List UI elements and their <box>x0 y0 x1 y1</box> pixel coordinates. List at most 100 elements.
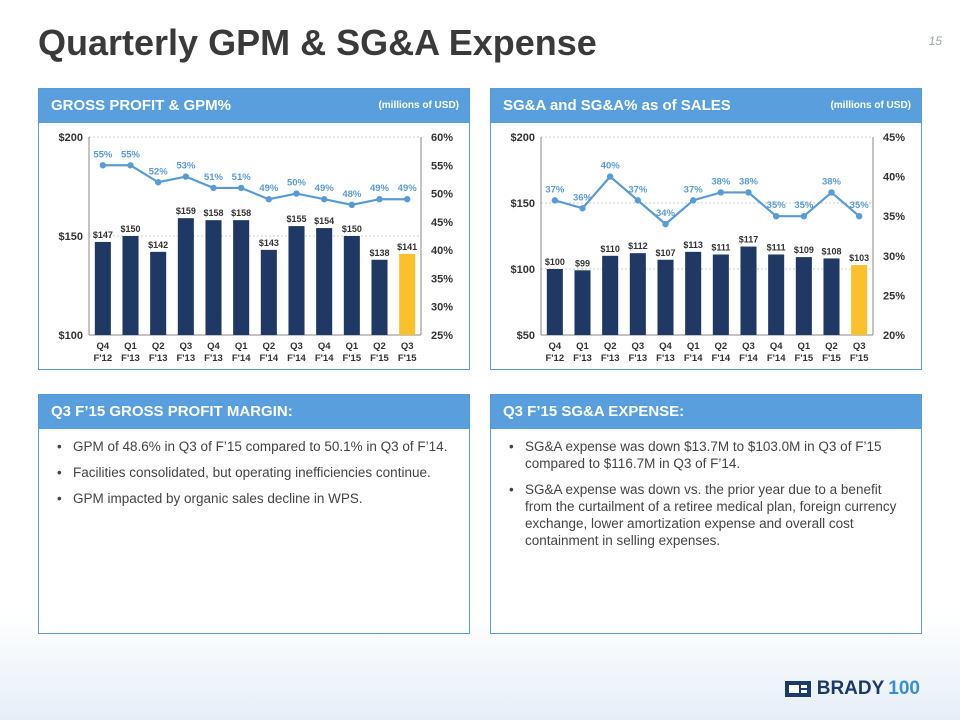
bar-value-label: $110 <box>600 244 620 254</box>
percent-value-label: 51% <box>232 172 252 183</box>
bar-value-label: $108 <box>821 246 841 256</box>
bar-value-label: $100 <box>545 257 565 267</box>
bullet-item: GPM of 48.6% in Q3 of F’15 compared to 5… <box>57 438 455 455</box>
percent-point <box>579 205 586 212</box>
category-label: Q3 <box>742 341 755 352</box>
category-sublabel: F'14 <box>287 353 306 364</box>
category-label: Q4 <box>318 341 331 352</box>
percent-point <box>606 173 614 180</box>
sga-chart-panel: SG&A and SG&A% as of SALES (millions of … <box>490 88 922 370</box>
left-axis-tick-label: $50 <box>517 330 535 342</box>
gross-profit-margin-header: Q3 F’15 GROSS PROFIT MARGIN: <box>39 395 469 429</box>
category-label: Q4 <box>207 341 220 352</box>
category-sublabel: F'12 <box>94 353 113 364</box>
category-sublabel: F'15 <box>398 353 417 364</box>
bar <box>343 236 360 335</box>
slide-title: Quarterly GPM & SG&A Expense <box>38 22 597 63</box>
category-sublabel: F'15 <box>850 353 869 364</box>
bar <box>768 254 785 335</box>
category-sublabel: F'15 <box>343 353 362 364</box>
gross-profit-margin-title: Q3 F’15 GROSS PROFIT MARGIN: <box>51 403 293 420</box>
percent-value-label: 55% <box>93 149 113 160</box>
category-label: Q1 <box>235 341 248 352</box>
category-sublabel: F'13 <box>601 353 620 364</box>
gross-profit-margin-bullets: GPM of 48.6% in Q3 of F’15 compared to 5… <box>39 438 469 507</box>
bar-value-label: $150 <box>342 224 362 234</box>
right-axis-tick-label: 45% <box>883 132 905 144</box>
category-label: Q4 <box>548 341 561 352</box>
bar <box>574 270 591 335</box>
bar-value-label: $111 <box>767 242 786 252</box>
category-sublabel: F'14 <box>712 353 731 364</box>
bar <box>316 228 333 335</box>
category-sublabel: F'15 <box>370 353 389 364</box>
bar-value-label: $147 <box>93 230 113 240</box>
percent-point <box>662 220 669 228</box>
percent-point <box>293 190 300 197</box>
percent-point <box>634 197 642 204</box>
bullet-item: GPM impacted by organic sales decline in… <box>57 490 455 507</box>
bar-value-label: $141 <box>397 242 417 252</box>
percent-point <box>127 162 134 169</box>
category-label: Q3 <box>401 341 414 352</box>
brady-logo-icon <box>784 681 811 697</box>
left-axis-tick-label: $150 <box>59 231 83 243</box>
bar <box>657 259 674 335</box>
bullet-item: SG&A expense was down $13.7M to $103.0M … <box>509 438 907 472</box>
gross-profit-chart-panel: GROSS PROFIT & GPM% (millions of USD) $1… <box>38 88 470 370</box>
percent-value-label: 38% <box>822 176 842 187</box>
right-axis-tick-label: 35% <box>883 211 905 223</box>
category-sublabel: F'15 <box>822 353 841 364</box>
bar-value-label: $143 <box>259 238 279 248</box>
percent-value-label: 36% <box>573 192 593 203</box>
category-label: Q2 <box>373 341 386 352</box>
percent-point <box>772 213 780 220</box>
bar <box>851 265 868 335</box>
category-label: Q1 <box>576 341 589 352</box>
bar-value-label: $111 <box>711 242 730 252</box>
bar-value-label: $158 <box>203 208 223 218</box>
percent-value-label: 35% <box>767 200 787 211</box>
sga-expense-title: Q3 F’15 SG&A EXPENSE: <box>503 403 685 420</box>
right-axis-tick-label: 40% <box>431 245 453 257</box>
bar <box>602 255 619 335</box>
category-label: Q1 <box>345 341 358 352</box>
bar-value-label: $109 <box>794 245 814 255</box>
bar-value-label: $112 <box>628 241 648 251</box>
percent-value-label: 38% <box>711 176 731 187</box>
category-sublabel: F'14 <box>767 353 786 364</box>
category-label: Q1 <box>687 341 700 352</box>
sga-expense-bullets: SG&A expense was down $13.7M to $103.0M … <box>491 438 921 549</box>
percent-value-label: 49% <box>370 183 390 194</box>
bar <box>150 251 167 335</box>
left-axis-tick-label: $150 <box>511 198 535 210</box>
bar-value-label: $159 <box>176 206 196 216</box>
percent-point <box>154 179 162 186</box>
percent-point <box>828 189 835 196</box>
right-axis-tick-label: 45% <box>431 217 453 229</box>
category-label: Q4 <box>659 341 672 352</box>
sga-chart-header: SG&A and SG&A% as of SALES (millions of … <box>491 89 921 123</box>
bar-value-label: $154 <box>314 216 334 226</box>
percent-value-label: 49% <box>315 183 335 194</box>
category-sublabel: F'13 <box>149 353 168 364</box>
category-sublabel: F'14 <box>315 353 334 364</box>
category-sublabel: F'12 <box>546 353 565 364</box>
sga-chart: $50 $100 $150 $200 20% 25% 30% 35% 40% 45% $100 $99… <box>511 132 906 364</box>
percent-value-label: 51% <box>204 172 224 183</box>
percent-value-label: 53% <box>176 161 196 172</box>
percent-point <box>689 197 697 204</box>
right-axis-tick-label: 30% <box>431 302 453 314</box>
bar-value-label: $99 <box>575 258 590 268</box>
right-axis-tick-label: 35% <box>431 273 453 285</box>
percent-value-label: 49% <box>398 183 418 194</box>
bar-value-label: $155 <box>286 214 306 224</box>
bar-value-label: $142 <box>148 240 168 250</box>
bar <box>546 269 563 335</box>
category-label: Q1 <box>797 341 810 352</box>
bullet-item: Facilities consolidated, but operating i… <box>57 464 455 481</box>
right-axis-tick-label: 20% <box>883 330 905 342</box>
bar <box>823 258 840 335</box>
bar <box>260 249 277 335</box>
percent-point <box>376 196 383 203</box>
